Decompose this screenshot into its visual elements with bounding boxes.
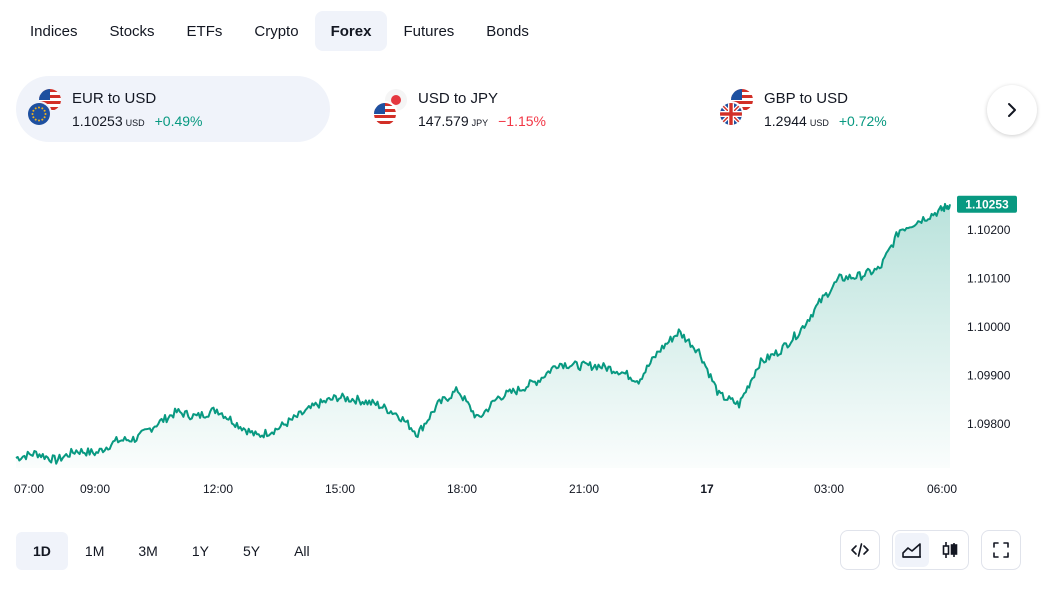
price-area <box>16 203 950 468</box>
pair-change: −1.15% <box>498 112 546 129</box>
pair-flags <box>26 89 66 129</box>
pair-flags <box>372 89 412 129</box>
chevron-right-icon <box>1008 103 1016 117</box>
candlestick-icon <box>942 542 957 558</box>
pair-flags <box>718 89 758 129</box>
range-3m[interactable]: 3M <box>138 543 158 559</box>
pair-price: 1.10253 <box>72 112 123 129</box>
y-tick-label: 1.10100 <box>967 272 1011 286</box>
next-pairs-button[interactable] <box>987 85 1037 135</box>
range-all[interactable]: All <box>294 543 310 559</box>
pair-card-gbp-usd[interactable]: GBP to USD 1.2944 USD +0.72% <box>708 76 978 142</box>
range-selector: 1D 1M 3M 1Y 5Y All <box>16 532 327 570</box>
y-tick-label: 1.09900 <box>967 369 1011 383</box>
pair-change: +0.49% <box>154 112 203 129</box>
price-line <box>15 202 951 465</box>
pair-unit: USD <box>125 117 145 128</box>
area-chart-icon <box>901 543 921 558</box>
pair-card-usd-jpy[interactable]: USD to JPY 147.579 JPY −1.15% <box>362 76 662 142</box>
pair-name: USD to JPY <box>418 89 499 107</box>
x-tick-label: 12:00 <box>203 482 233 496</box>
pair-unit: JPY <box>471 117 489 128</box>
pair-card-eur-usd[interactable]: EUR to USD 1.10253 USD +0.49% <box>16 76 330 142</box>
x-tick-label: 03:00 <box>814 482 844 496</box>
x-tick-label: 18:00 <box>447 482 477 496</box>
currency-pairs: EUR to USD 1.10253 USD +0.49% USD to JPY… <box>16 76 1036 142</box>
pair-price: 1.2944 <box>764 112 807 129</box>
tab-stocks[interactable]: Stocks <box>109 22 155 40</box>
range-1y[interactable]: 1Y <box>191 543 209 559</box>
eu-flag-icon <box>26 101 52 127</box>
price-chart[interactable]: 1.10200 1.10100 1.10000 1.09900 1.09800 07:0… <box>0 150 1047 500</box>
tab-futures[interactable]: Futures <box>403 22 455 40</box>
svg-text:1.10253: 1.10253 <box>965 197 1009 211</box>
embed-code-icon <box>851 543 869 557</box>
chart-style-toggle <box>892 530 969 570</box>
x-tick-label: 17 <box>700 482 714 496</box>
y-tick-label: 1.09800 <box>967 417 1011 431</box>
last-price-label: 1.10253 <box>957 195 1017 213</box>
x-tick-label: 21:00 <box>569 482 599 496</box>
candlestick-chart-button[interactable] <box>933 533 967 567</box>
fullscreen-icon <box>993 542 1009 558</box>
pair-change: +0.72% <box>838 112 887 129</box>
fullscreen-button[interactable] <box>981 530 1021 570</box>
pair-name: EUR to USD <box>72 89 157 107</box>
tab-crypto[interactable]: Crypto <box>254 22 299 40</box>
embed-button[interactable] <box>840 530 880 570</box>
pair-price: 147.579 <box>418 112 469 129</box>
range-1d[interactable]: 1D <box>16 532 68 570</box>
tab-bonds[interactable]: Bonds <box>486 22 529 40</box>
x-tick-label: 09:00 <box>80 482 110 496</box>
y-tick-label: 1.10000 <box>967 320 1011 334</box>
pair-unit: USD <box>809 117 829 128</box>
uk-flag-icon <box>718 101 744 127</box>
market-tabs: Indices Stocks ETFs Crypto Forex Futures… <box>14 11 545 51</box>
us-flag-icon <box>372 101 398 127</box>
tab-indices[interactable]: Indices <box>30 22 78 40</box>
range-1m[interactable]: 1M <box>84 543 105 559</box>
x-tick-label: 06:00 <box>927 482 957 496</box>
tab-forex[interactable]: Forex <box>314 11 388 51</box>
x-tick-label: 07:00 <box>14 482 44 496</box>
range-5y[interactable]: 5Y <box>242 543 261 559</box>
tab-etfs[interactable]: ETFs <box>186 22 223 40</box>
x-tick-label: 15:00 <box>325 482 355 496</box>
area-chart-button[interactable] <box>894 533 929 567</box>
y-tick-label: 1.10200 <box>967 223 1011 237</box>
pair-name: GBP to USD <box>764 89 848 107</box>
